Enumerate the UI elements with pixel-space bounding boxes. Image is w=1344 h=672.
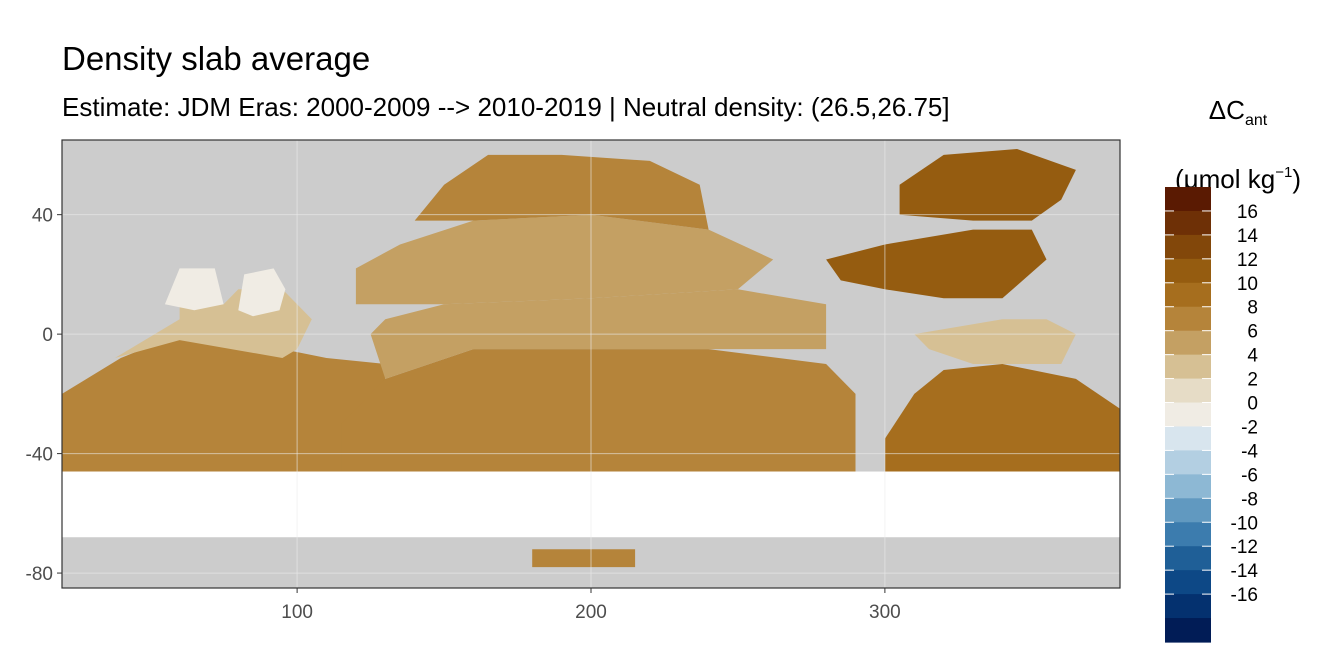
legend-swatch xyxy=(1165,330,1211,356)
legend-swatch xyxy=(1165,354,1211,380)
legend-label: 10 xyxy=(1237,274,1258,295)
legend-swatch xyxy=(1165,522,1211,547)
region-pacific-north-subpolar xyxy=(414,154,709,230)
legend-swatch xyxy=(1165,210,1211,236)
legend-swatch xyxy=(1165,546,1211,571)
x-tick-label: 100 xyxy=(281,602,313,623)
legend-title: ΔCant (μmol kg−1) xyxy=(1158,84,1318,205)
legend-label: -2 xyxy=(1241,417,1258,438)
legend-swatch xyxy=(1165,282,1211,308)
region-pacific-north-subtropical xyxy=(355,214,774,305)
y-tick-label: 40 xyxy=(32,206,53,227)
region-indian-south xyxy=(62,334,386,472)
axes: 40 0 -40 -80 100 200 300 xyxy=(26,206,901,623)
legend-label: 6 xyxy=(1247,322,1258,343)
legend-label: 4 xyxy=(1247,346,1258,367)
colorbar-legend: 16 14 12 10 8 6 4 2 0-2 -4 -6 -8 -10 -12 -14 -16 xyxy=(1165,187,1258,643)
legend-label: -14 xyxy=(1231,561,1259,582)
region-atlantic-equatorial xyxy=(914,319,1076,364)
legend-label: -8 xyxy=(1241,489,1258,510)
legend-swatch xyxy=(1165,258,1211,284)
legend-swatch xyxy=(1165,498,1211,523)
legend-swatch xyxy=(1165,618,1211,643)
legend-swatch xyxy=(1165,234,1211,260)
x-tick-label: 300 xyxy=(869,602,901,623)
legend-swatch xyxy=(1165,570,1211,595)
legend-label: 0 xyxy=(1247,394,1258,415)
legend-swatch xyxy=(1165,306,1211,332)
legend-swatch xyxy=(1165,594,1211,619)
legend-swatch xyxy=(1165,402,1211,428)
region-bay-of-bengal xyxy=(238,268,286,317)
legend-title-unit: (μmol kg−1) xyxy=(1175,164,1301,194)
legend-title-variable: ΔCant xyxy=(1208,95,1268,129)
legend-swatch xyxy=(1165,450,1211,475)
legend-label: -4 xyxy=(1241,441,1258,462)
legend-label: 2 xyxy=(1247,370,1258,391)
region-arabian-sea xyxy=(164,268,224,311)
legend-label: -10 xyxy=(1231,513,1258,534)
y-tick-label: 0 xyxy=(42,325,53,346)
region-southern-ross-weddell xyxy=(532,549,636,568)
legend-label: 16 xyxy=(1237,202,1258,223)
region-pacific-south xyxy=(341,349,856,472)
legend-label: 14 xyxy=(1237,226,1259,247)
map-panel xyxy=(62,140,1120,588)
legend-label: -6 xyxy=(1241,465,1258,486)
x-tick-label: 200 xyxy=(575,602,607,623)
legend-label: -12 xyxy=(1231,537,1258,558)
legend-swatch xyxy=(1165,187,1211,212)
legend-swatch xyxy=(1165,378,1211,404)
chart-subtitle: Estimate: JDM Eras: 2000-2009 --> 2010-2… xyxy=(62,92,950,122)
legend-label: 12 xyxy=(1237,250,1258,271)
legend-label: -16 xyxy=(1231,585,1258,606)
legend-label: 8 xyxy=(1247,298,1258,319)
chart-title: Density slab average xyxy=(62,40,371,77)
legend-swatch xyxy=(1165,474,1211,499)
region-atlantic-north-subtropical xyxy=(826,229,1047,299)
region-atlantic-north-subpolar xyxy=(899,149,1076,221)
legend-swatch xyxy=(1165,426,1211,452)
y-tick-label: -80 xyxy=(26,564,53,585)
gridlines xyxy=(62,140,1120,588)
y-tick-label: -40 xyxy=(26,445,53,466)
region-atlantic-south xyxy=(884,364,1120,472)
